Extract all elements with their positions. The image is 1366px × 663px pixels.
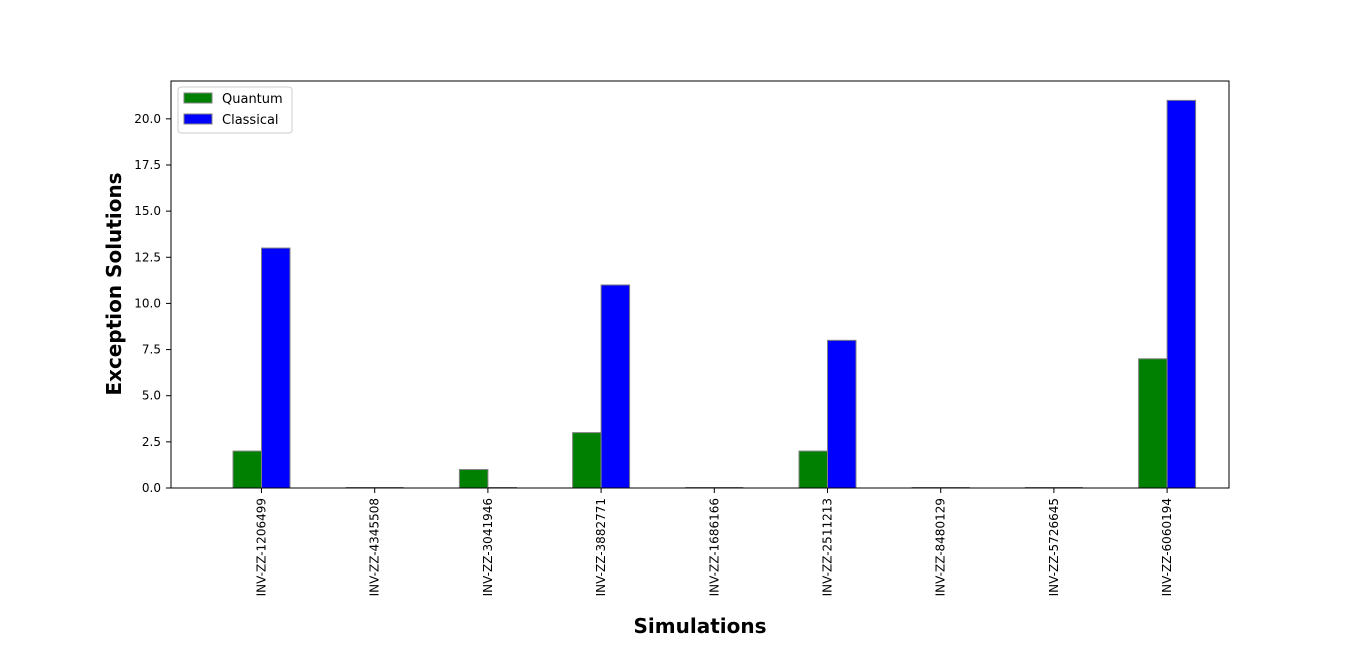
- bar-quantum-inv-zz-6060194: [1138, 358, 1168, 489]
- y-tick-label: 2.5: [142, 435, 161, 449]
- x-tick-label: INV-ZZ-4345508: [368, 498, 382, 596]
- x-axis-title: Simulations: [634, 614, 767, 638]
- x-tick-label: INV-ZZ-1206499: [255, 498, 269, 596]
- y-tick-label: 10.0: [134, 296, 161, 310]
- bar-quantum-inv-zz-3882771: [572, 432, 602, 489]
- x-tick-label: INV-ZZ-3882771: [594, 498, 608, 596]
- plot-frame: [170, 80, 1230, 489]
- legend-label-quantum: Quantum: [222, 92, 283, 107]
- y-axis: 0.0 2.5 5.0 7.5 10.0 12.5 15.0 17.5 20.0: [134, 112, 171, 495]
- x-tick-label: INV-ZZ-2511213: [821, 498, 835, 596]
- x-tick-label: INV-ZZ-3041946: [481, 498, 495, 596]
- x-tick-label: INV-ZZ-8480129: [934, 498, 948, 596]
- x-tick-label: INV-ZZ-1686166: [707, 498, 721, 596]
- bar-classical-inv-zz-1206499: [261, 247, 291, 489]
- y-tick-label: 0.0: [142, 481, 161, 495]
- x-axis: INV-ZZ-1206499 INV-ZZ-4345508 INV-ZZ-30419…: [255, 488, 1174, 596]
- y-tick-label: 7.5: [142, 343, 161, 357]
- legend-swatch-classical: [183, 113, 213, 125]
- y-tick-label: 5.0: [142, 389, 161, 403]
- y-tick-label: 20.0: [134, 112, 161, 126]
- y-tick-label: 15.0: [134, 204, 161, 218]
- legend-swatch-quantum: [183, 92, 213, 104]
- bar-quantum-inv-zz-2511213: [798, 450, 828, 489]
- y-tick-label: 17.5: [134, 158, 161, 172]
- y-axis-title: Exception Solutions: [102, 172, 126, 395]
- legend-label-classical: Classical: [222, 113, 279, 128]
- bar-classical-inv-zz-6060194: [1166, 99, 1197, 489]
- bar-quantum-inv-zz-3041946: [458, 469, 489, 489]
- bar-quantum-inv-zz-1206499: [232, 450, 262, 489]
- bar-classical-inv-zz-3882771: [600, 284, 631, 489]
- x-tick-label: INV-ZZ-6060194: [1160, 498, 1174, 596]
- bars-group: [232, 99, 1197, 489]
- bar-classical-inv-zz-2511213: [827, 339, 857, 489]
- legend: Quantum Classical: [177, 86, 293, 134]
- plot-area: [171, 81, 1229, 488]
- x-tick-label: INV-ZZ-5726645: [1047, 498, 1061, 596]
- y-tick-label: 12.5: [134, 250, 161, 264]
